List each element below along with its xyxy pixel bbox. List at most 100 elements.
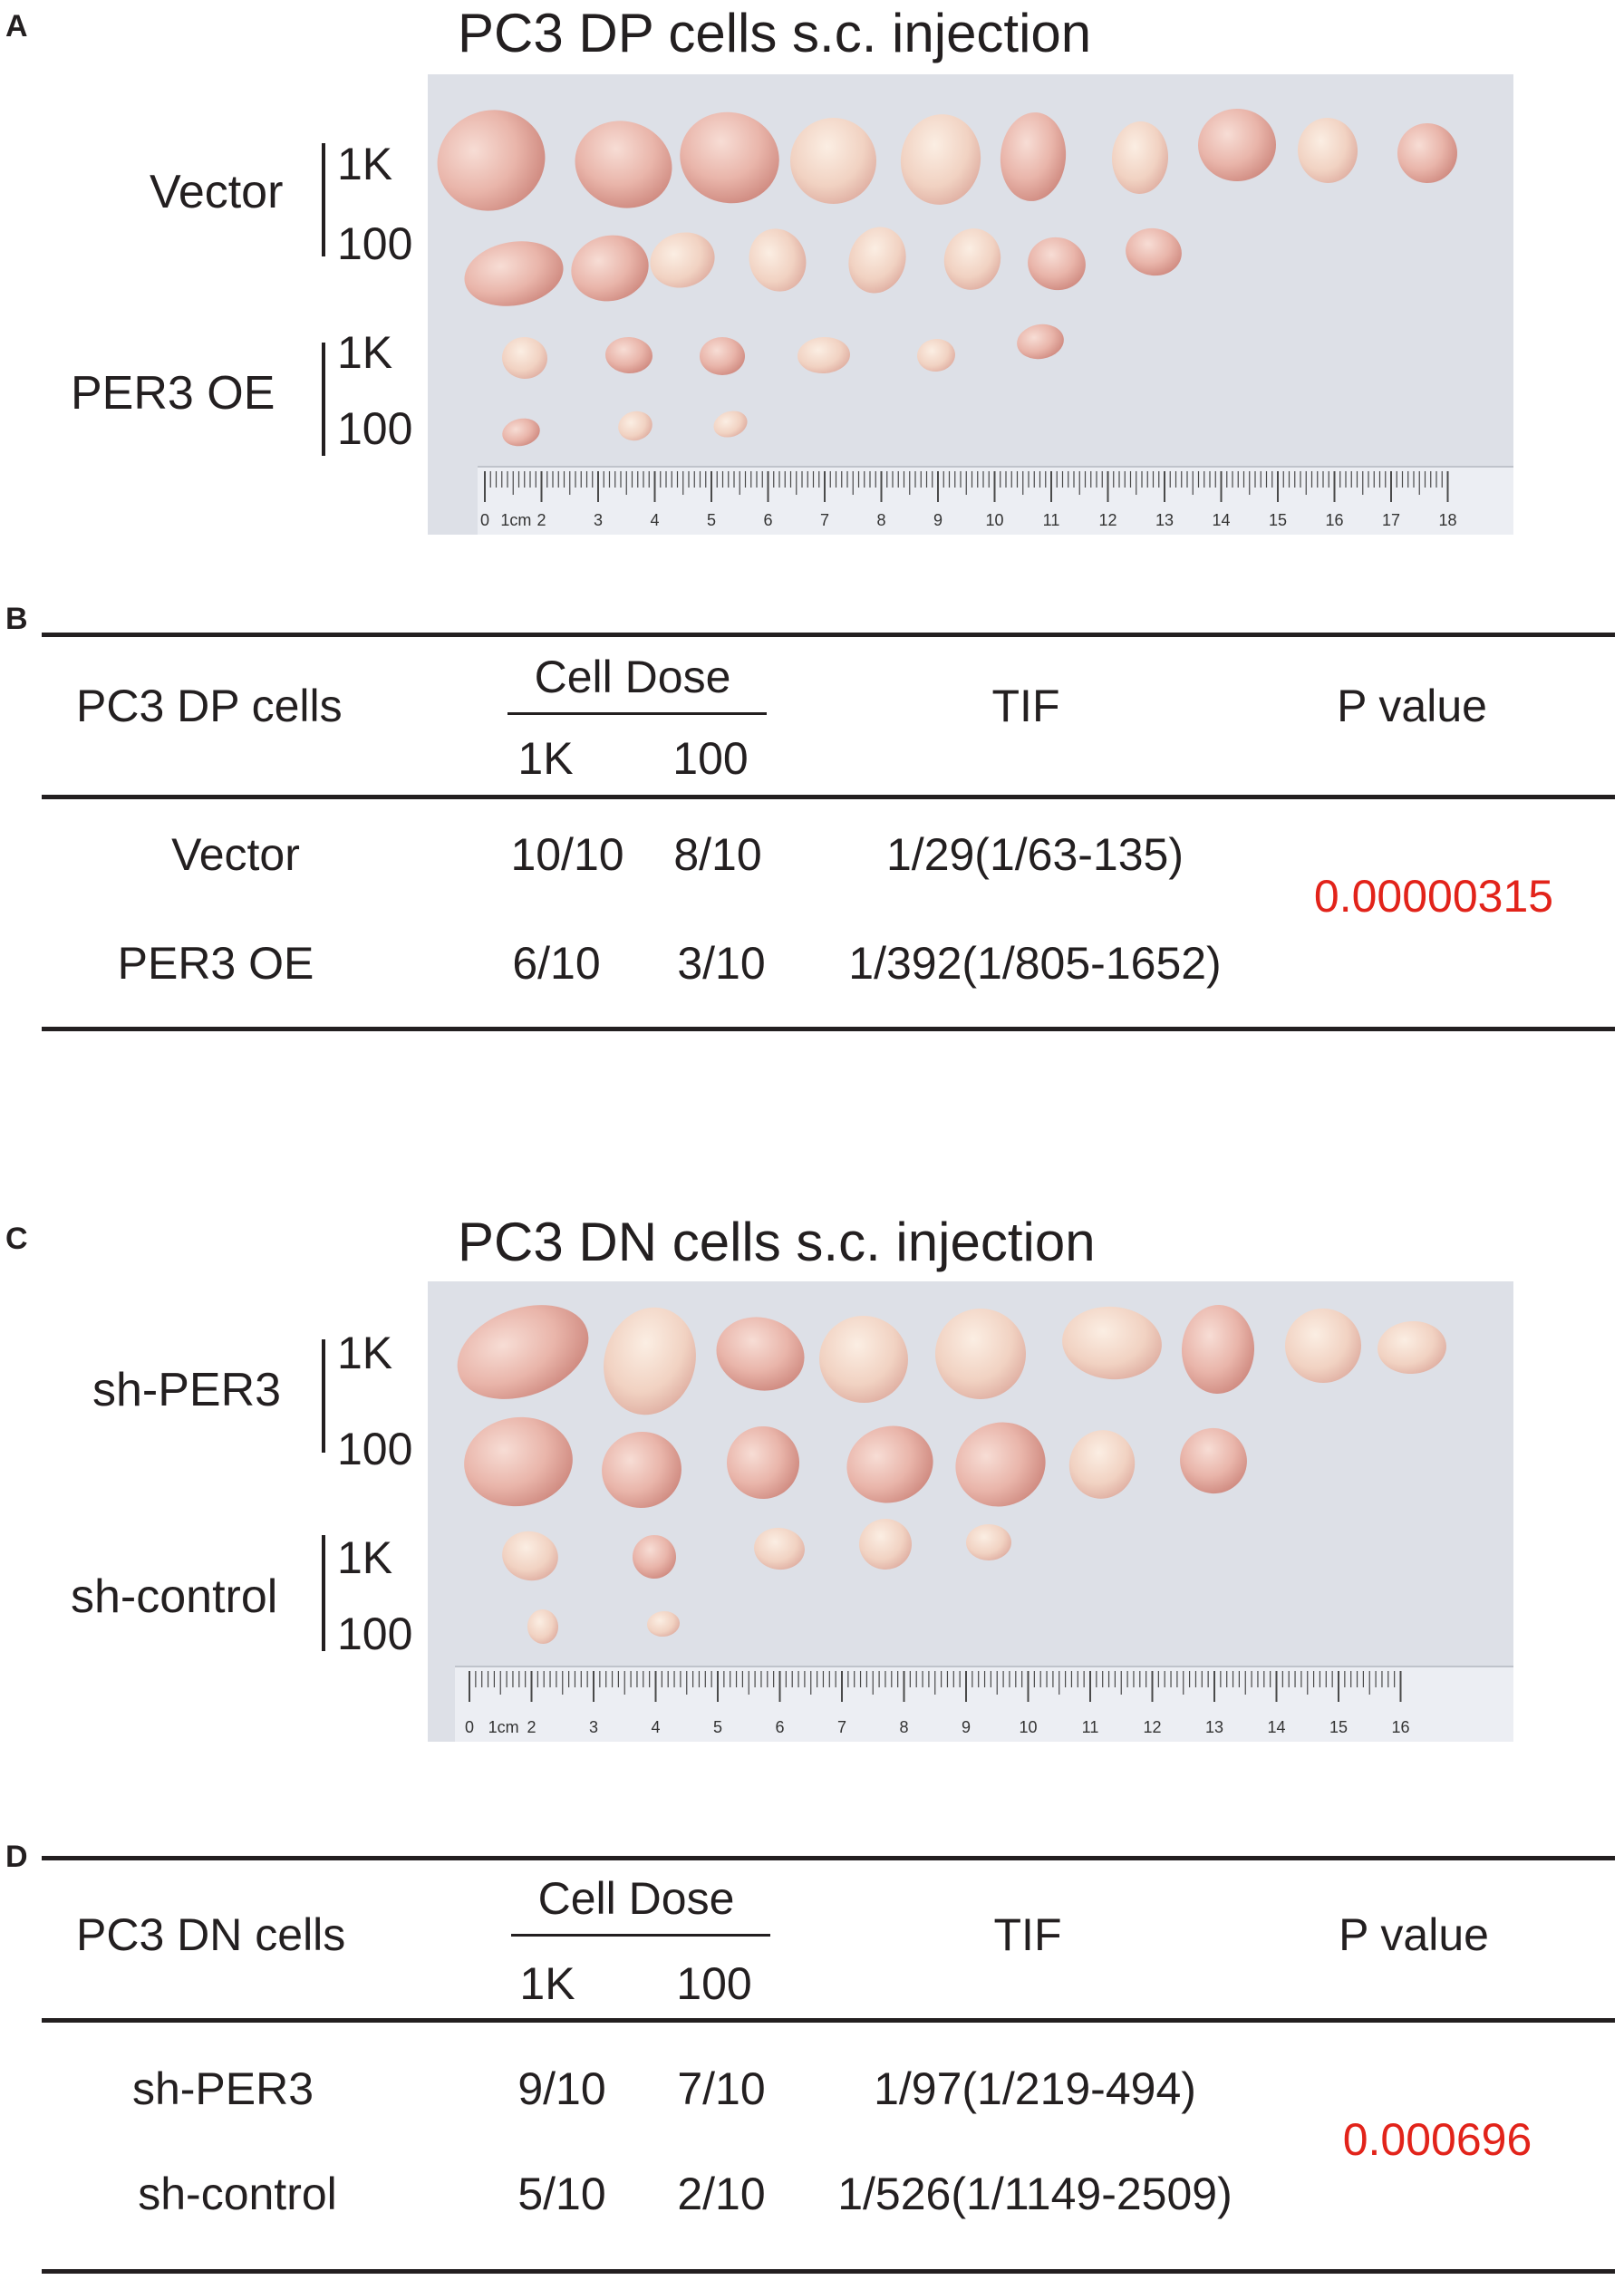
table-d-row-100: 7/10 [677, 2063, 766, 2114]
panel-c-dose-control-1k: 1K [337, 1532, 393, 1583]
panel-a-title: PC3 DP cells s.c. injection [458, 3, 1092, 63]
table-b-row-100: 8/10 [673, 829, 762, 880]
tumor-specimen [796, 335, 852, 375]
table-b-row-100: 3/10 [677, 938, 766, 989]
table-d-p-value: 0.000696 [1342, 2114, 1532, 2165]
ruler-tick-label: 2 [536, 511, 546, 529]
tumor-specimen [1110, 120, 1170, 196]
tumor-specimen [943, 1410, 1058, 1519]
ruler-tick-label: 10 [985, 511, 1003, 529]
tumor-specimen [498, 1526, 563, 1586]
ruler-tick-label: 17 [1382, 511, 1400, 529]
ruler-tick-label: 16 [1325, 511, 1343, 529]
tumor-specimen [670, 101, 789, 214]
ruler-tick-label: 3 [594, 511, 603, 529]
ruler-tick-label: 5 [713, 1718, 722, 1736]
table-b-row-group: Vector [171, 829, 300, 880]
table-d-header-cells: PC3 DN cells [76, 1909, 346, 1960]
table-d-row-tif: 1/526(1/1149-2509) [837, 2169, 1232, 2219]
ruler-tick-label: 10 [1019, 1718, 1037, 1736]
table-d-row-group: sh-control [138, 2169, 337, 2219]
table-d-header-tif: TIF [993, 1909, 1062, 1960]
panel-a-dose-vector-100: 100 [337, 218, 413, 269]
tumor-specimen [643, 225, 721, 295]
tumor-specimen [1284, 1308, 1362, 1384]
tumor-specimen [499, 414, 543, 450]
table-d-header-dose: Cell Dose [537, 1873, 735, 1924]
panel-c-tumor-photo: 0 1cm 2 3 4 5 6 7 8 9 10 11 12 13 14 15 16 [428, 1281, 1513, 1742]
table-b-header-tif: TIF [991, 681, 1060, 731]
ruler-tick-label: 2 [527, 1718, 536, 1736]
ruler-tick-label: 14 [1267, 1718, 1285, 1736]
tumor-specimen [564, 109, 683, 220]
table-b-top-rule [42, 633, 1615, 637]
table-b-p-value: 0.00000315 [1313, 871, 1554, 922]
table-b-row-tif: 1/29(1/63-135) [885, 829, 1184, 880]
tumor-specimen [604, 335, 654, 375]
panel-a-ruler: 0 1cm 2 3 4 5 6 7 8 9 10 11 12 13 14 15 16 17 18 [478, 466, 1513, 535]
panel-letter-a: A [5, 9, 28, 43]
panel-a-dose-per3-100: 100 [337, 403, 413, 454]
ruler-tick-label: 1cm [500, 511, 531, 529]
tumor-specimen [1058, 1302, 1165, 1384]
ruler-tick-label: 0 [465, 1718, 474, 1736]
tumor-specimen [700, 337, 745, 375]
panel-a-bracket-vector [322, 143, 325, 256]
panel-a-bracket-per3-oe [322, 343, 325, 456]
table-b-header-p: P value [1337, 681, 1487, 731]
ruler-tick-label: 18 [1438, 511, 1456, 529]
table-b-header-1k: 1K [517, 733, 574, 784]
panel-a-dose-per3-1k: 1K [337, 327, 393, 378]
table-d-row-100: 2/10 [677, 2169, 766, 2219]
table-d-row-tif: 1/97(1/219-494) [874, 2063, 1196, 2114]
table-d-row-group: sh-PER3 [131, 2063, 314, 2114]
panel-c-dose-per3-1k: 1K [337, 1328, 393, 1378]
ruler-tick-label: 16 [1391, 1718, 1409, 1736]
ruler-tick-label: 15 [1329, 1718, 1348, 1736]
ruler-tick-label: 1cm [488, 1718, 519, 1736]
tumor-specimen [1180, 1303, 1256, 1396]
tumor-specimen [614, 407, 656, 445]
tumor-specimen [1394, 120, 1461, 187]
tumor-specimen [1022, 231, 1091, 296]
tumor-specimen [857, 1517, 914, 1571]
table-b-row-tif: 1/392(1/805-1652) [848, 938, 1222, 989]
panel-c-dose-per3-100: 100 [337, 1424, 413, 1474]
table-d-bottom-rule [42, 2269, 1615, 2274]
ruler-tick-label: 8 [876, 511, 885, 529]
tumor-specimen [915, 336, 957, 374]
ruler-tick-label: 4 [651, 1718, 660, 1736]
ruler-tick-label: 11 [1043, 511, 1060, 529]
panel-c-bracket-sh-control [322, 1535, 325, 1651]
table-b-header-dose: Cell Dose [534, 652, 731, 702]
panel-a-dose-vector-1k: 1K [337, 139, 393, 189]
ruler-tick-label: 12 [1098, 511, 1116, 529]
ruler-tick-label: 8 [899, 1718, 908, 1736]
ruler-tick-label: 6 [763, 511, 772, 529]
tumor-specimen [837, 1415, 942, 1513]
tumor-specimen [459, 233, 569, 314]
table-b-row-group: PER3 OE [117, 938, 314, 989]
tumor-specimen [595, 1425, 688, 1515]
tumor-specimen [1295, 115, 1360, 186]
ruler-tick-label: 9 [962, 1718, 971, 1736]
tumor-specimen [894, 109, 987, 210]
panel-letter-c: C [5, 1222, 28, 1256]
table-d-row-1k: 9/10 [517, 2063, 606, 2114]
tumor-specimen [629, 1531, 680, 1582]
table-b-row-1k: 6/10 [512, 938, 601, 989]
ruler-tick-label: 7 [820, 511, 829, 529]
tumor-specimen [645, 1609, 682, 1638]
tumor-specimen [929, 1302, 1032, 1406]
table-d-top-rule [42, 1856, 1615, 1860]
ruler-tick-label: 4 [650, 511, 659, 529]
tumor-specimen [966, 1524, 1011, 1560]
panel-c-ruler: 0 1cm 2 3 4 5 6 7 8 9 10 11 12 13 14 15 16 [455, 1666, 1513, 1742]
panel-letter-d: D [5, 1840, 28, 1874]
tumor-specimen [720, 1419, 807, 1506]
ruler-tick-label: 9 [933, 511, 942, 529]
table-d-dose-underline [511, 1934, 770, 1937]
ruler-tick-label: 15 [1269, 511, 1287, 529]
tumor-specimen [1376, 1319, 1448, 1377]
panel-c-bracket-sh-per3 [322, 1339, 325, 1453]
